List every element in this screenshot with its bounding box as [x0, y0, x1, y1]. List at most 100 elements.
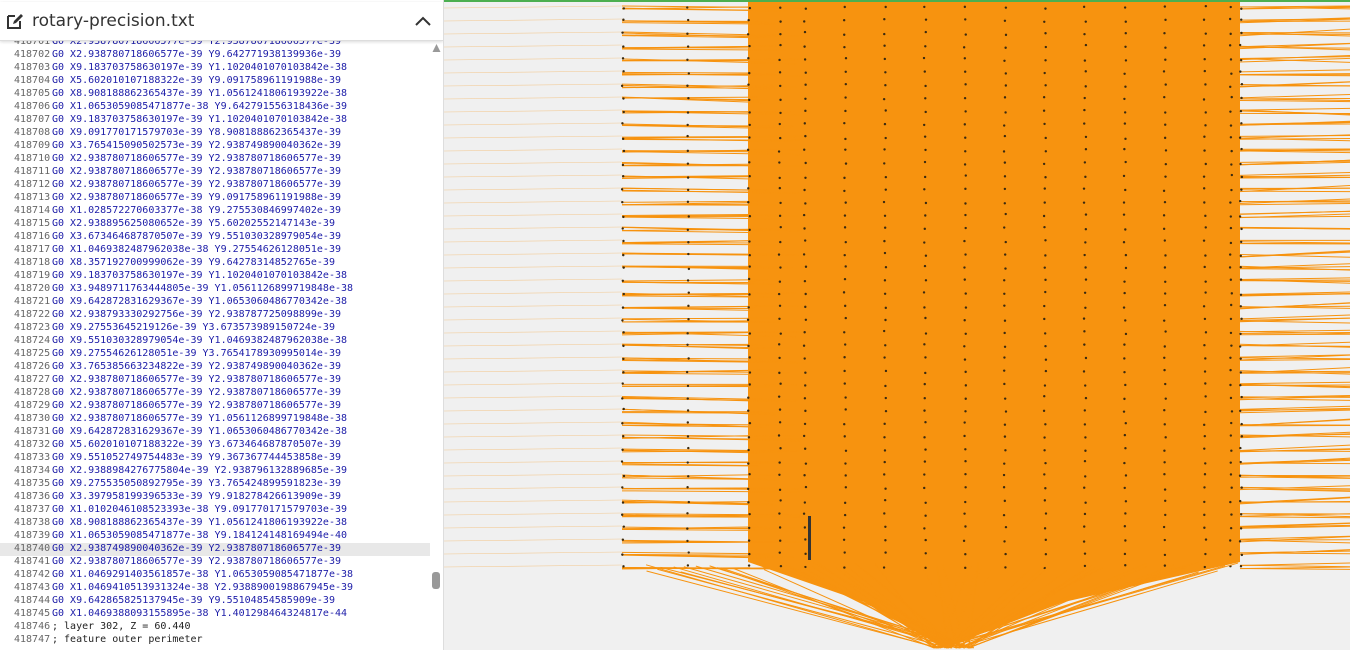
vertex-dot [1084, 356, 1088, 360]
code-line[interactable]: 418719 G0 X9.183703758630197e-39 Y1.10204… [0, 270, 430, 283]
code-line[interactable]: 418737 G0 X1.0102046108523393e-38 Y9.0917… [0, 504, 430, 517]
toolpath-move [1239, 550, 1350, 554]
collapse-button[interactable] [414, 14, 432, 28]
code-line[interactable]: 418709 G0 X3.765415090502573e-39 Y2.93874… [0, 140, 430, 153]
line-number: 418747 [14, 633, 51, 645]
vertex-dot [883, 251, 887, 255]
code-line[interactable]: 418740 G0 X2.938749890040362e-39 Y2.93878… [0, 542, 430, 556]
vertex-dot [1043, 71, 1046, 75]
code-line[interactable]: 418744 G0 X9.642865825137945e-39 Y9.55104… [0, 595, 430, 608]
code-line[interactable]: 418722 G0 X2.938793330292756e-39 Y2.93878… [0, 309, 430, 322]
vertex-dot [686, 527, 689, 530]
vertex-dot [779, 43, 782, 47]
code-line[interactable]: 418723 G0 X9.27553645219126e-39 Y3.673573… [0, 322, 430, 335]
code-line[interactable]: 418712 G0 X2.938780718606577e-39 Y2.93878… [0, 179, 430, 192]
code-line[interactable]: 418716 G0 X3.673464687870507e-39 Y9.55103… [0, 231, 430, 244]
vertex-dot [1043, 527, 1047, 530]
vertex-dot [1164, 397, 1167, 400]
code-line[interactable]: 418715 G0 X2.938895625080652e-39 Y5.60202… [0, 218, 430, 231]
toolpath-move [621, 449, 784, 453]
code-view[interactable]: 418701 G0 X2.938780718606577e-39 Y2.93878… [0, 40, 430, 650]
code-line[interactable]: 418736 G0 X3.397958199396533e-39 Y9.91827… [0, 491, 430, 504]
code-line[interactable]: 418739 G0 X1.0653059085471877e-38 Y9.1841… [0, 530, 430, 543]
toolpath-move [444, 499, 623, 503]
vertex-dot [1239, 357, 1242, 360]
vertex-dot [686, 149, 690, 153]
scrollbar[interactable] [430, 40, 443, 650]
code-line[interactable]: 418714 G0 X1.028572270603377e-38 Y9.27553… [0, 205, 430, 218]
code-line[interactable]: 418742 G0 X1.0469291403561857e-38 Y1.0653… [0, 569, 430, 582]
code-line[interactable]: 418713 G0 X2.938780718606577e-39 Y9.09175… [0, 192, 430, 205]
code-line[interactable]: 418726 G0 X3.765385663234822e-39 Y2.93874… [0, 361, 430, 374]
toolpath-move [1239, 568, 1350, 570]
code-line[interactable]: 418710 G0 X2.938780718606577e-39 Y2.93878… [0, 153, 430, 166]
code-line[interactable]: 418733 G0 X9.551052749754483e-39 Y9.36736… [0, 452, 430, 465]
code-line[interactable]: 418708 G0 X9.091770171579703e-39 Y8.90818… [0, 127, 430, 140]
code-line[interactable]: 418718 G0 X8.357192700999062e-39 Y9.64278… [0, 257, 430, 270]
line-text: G0 X1.0653059085471877e-38 Y9.1841241481… [52, 529, 348, 541]
code-line[interactable]: 418705 G0 X8.908188862365437e-39 Y1.05612… [0, 88, 430, 101]
code-line[interactable]: 418727 G0 X2.938780718606577e-39 Y2.93878… [0, 374, 430, 387]
vertex-dot [964, 384, 968, 387]
vertex-dot [1003, 382, 1006, 386]
code-line[interactable]: 418745 G0 X1.0469388093155895e-38 Y1.4012… [0, 608, 430, 621]
vertex-dot [1003, 279, 1006, 282]
code-line[interactable]: 418735 G0 X9.275535050892795e-39 Y3.76542… [0, 478, 430, 491]
vertex-dot [1083, 552, 1087, 555]
line-number: 418741 [14, 555, 51, 567]
vertex-dot [963, 239, 966, 243]
vertex-dot [843, 176, 846, 180]
toolpath-viewer[interactable] [444, 2, 1350, 650]
code-line[interactable]: 418728 G0 X2.938780718606577e-39 Y2.93878… [0, 387, 430, 400]
toolpath-move [444, 434, 623, 438]
vertex-dot [686, 134, 689, 138]
toolpath-move [1239, 358, 1350, 361]
toolpath-move [683, 566, 971, 649]
vertex-dot [777, 150, 781, 153]
toolpath-move [785, 568, 971, 649]
vertex-dot [1229, 473, 1233, 476]
vertex-dot [1124, 319, 1127, 322]
code-line[interactable]: 418721 G0 X9.642872831629367e-39 Y1.06530… [0, 296, 430, 309]
line-number: 418728 [14, 386, 51, 398]
code-line[interactable]: 418747; feature outer perimeter [0, 634, 430, 647]
code-line[interactable]: 418731 G0 X9.642872831629367e-39 Y1.06530… [0, 426, 430, 439]
toolpath-move [621, 295, 753, 298]
code-line[interactable]: 418703 G0 X9.183703758630197e-39 Y1.10204… [0, 62, 430, 75]
code-line[interactable]: 418717 G0 X1.0469382487962038e-38 Y9.2755… [0, 244, 430, 257]
vertex-dot [1238, 540, 1242, 543]
vertex-dot [1239, 109, 1243, 113]
line-text: G0 X3.765385663234822e-39 Y2.93874989004… [52, 360, 341, 372]
edit-icon[interactable] [6, 12, 24, 30]
code-line[interactable]: 418729 G0 X2.938780718606577e-39 Y2.93878… [0, 400, 430, 413]
vertex-dot [803, 122, 806, 125]
toolpath-move [621, 187, 772, 192]
code-line[interactable]: 418707 G0 X9.183703758630197e-39 Y1.10204… [0, 114, 430, 127]
code-line[interactable]: 418701 G0 X2.938780718606577e-39 Y2.93878… [0, 40, 430, 49]
vertex-dot [1230, 421, 1233, 425]
code-line[interactable]: 418732 G0 X5.602010107188322e-39 Y3.67346… [0, 439, 430, 452]
code-lines: 418701 G0 X2.938780718606577e-39 Y2.93878… [0, 40, 430, 647]
vertex-dot [687, 291, 690, 294]
vertex-dot [1229, 368, 1232, 372]
vertex-dot [803, 227, 806, 230]
line-text: G0 X2.938780718606577e-39 Y2.93878071860… [52, 165, 341, 177]
code-line[interactable]: 418746; layer 302, Z = 60.440 [0, 621, 430, 634]
code-line[interactable]: 418711 G0 X2.938780718606577e-39 Y2.93878… [0, 166, 430, 179]
vertex-dot [1124, 564, 1127, 567]
vertex-dot [1202, 187, 1206, 190]
code-line[interactable]: 418738 G0 X8.908188862365437e-39 Y1.05612… [0, 517, 430, 530]
code-line[interactable]: 418725 G0 X9.27554626128051e-39 Y3.765417… [0, 348, 430, 361]
vertex-dot [804, 83, 807, 86]
code-line[interactable]: 418704 G0 X5.602010107188322e-39 Y9.09175… [0, 75, 430, 88]
toolpath-move [621, 213, 750, 216]
code-line[interactable]: 418706 G0 X1.0653059085471877e-38 Y9.6427… [0, 101, 430, 114]
code-line[interactable]: 418741 G0 X2.938780718606577e-39 Y2.93878… [0, 556, 430, 569]
code-line[interactable]: 418724 G0 X9.551030328979054e-39 Y1.04693… [0, 335, 430, 348]
vertex-dot [1203, 69, 1206, 73]
code-line[interactable]: 418720 G0 X3.9489711763444805e-39 Y1.0561… [0, 283, 430, 296]
code-line[interactable]: 418734 G0 X2.9388984276775804e-39 Y2.9387… [0, 465, 430, 478]
code-line[interactable]: 418730 G0 X2.938780718606577e-39 Y1.05611… [0, 413, 430, 426]
code-line[interactable]: 418743 G0 X1.0469410513931324e-38 Y2.9388… [0, 582, 430, 595]
code-line[interactable]: 418702 G0 X2.938780718606577e-39 Y9.64277… [0, 49, 430, 62]
